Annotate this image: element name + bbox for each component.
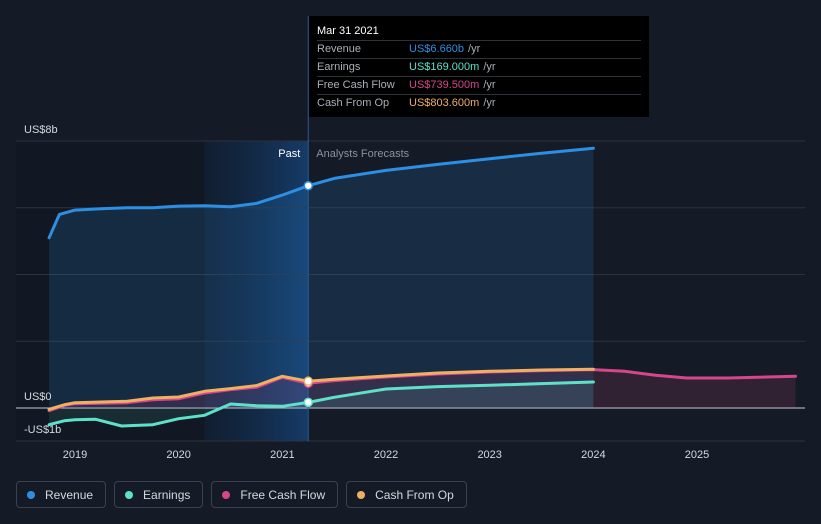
x-tick-label: 2020 (166, 449, 190, 461)
tooltip-row-revenue: Revenue US$6.660b /yr (317, 41, 641, 59)
revenue-marker-point (303, 180, 314, 191)
revenue-line (47, 146, 595, 240)
earnings-line (47, 380, 595, 428)
x-tick-label: 2024 (581, 449, 605, 461)
earnings-dot-icon (125, 490, 134, 499)
cfo-dot-icon (357, 490, 366, 499)
legend-revenue-toggle[interactable]: Revenue (16, 481, 107, 508)
tooltip-unit: /yr (483, 97, 496, 109)
tooltip-label: Cash From Op (317, 97, 390, 109)
legend-fcf-toggle[interactable]: Free Cash Flow (211, 481, 339, 508)
earnings-area (49, 382, 594, 426)
y-tick-label: US$0 (24, 391, 52, 403)
tooltip-value: US$803.600m (409, 97, 480, 109)
legend-label: Free Cash Flow (240, 487, 326, 502)
tooltip-label: Revenue (317, 43, 362, 55)
y-tick-label: -US$1b (24, 424, 61, 436)
tooltip-value: US$169.000m (409, 61, 480, 73)
x-tick-label: 2023 (477, 449, 501, 461)
tooltip-value: US$6.660b (409, 43, 465, 55)
x-tick-label: 2019 (63, 449, 87, 461)
x-tick-label: 2025 (685, 449, 709, 461)
forecast-label: Analysts Forecasts (316, 148, 409, 160)
legend-label: Revenue (45, 487, 94, 502)
cash-from-op-line (47, 367, 595, 411)
tooltip-unit: /yr (468, 43, 481, 55)
tooltip-unit: /yr (483, 61, 496, 73)
past-label: Past (278, 148, 300, 160)
tooltip-date: Mar 31 2021 (317, 23, 641, 41)
tooltip-row-earnings: Earnings US$169.000m /yr (317, 59, 641, 77)
tooltip-value: US$739.500m (409, 79, 480, 91)
x-tick-label: 2022 (374, 449, 398, 461)
legend-label: Earnings (143, 487, 191, 502)
legend: Revenue Earnings Free Cash Flow Cash Fro… (16, 481, 467, 508)
legend-label: Cash From Op (375, 487, 454, 502)
financials-chart: Past Analysts Forecasts US$8b US$0 -US$1b 201… (16, 16, 805, 461)
tooltip-label: Free Cash Flow (317, 79, 395, 91)
revenue-area (49, 148, 594, 409)
cash-from-op-marker-point (303, 376, 314, 386)
tooltip-label: Earnings (317, 61, 361, 73)
tooltip-row-fcf: Free Cash Flow US$739.500m /yr (317, 77, 641, 95)
free-cash-flow-area (49, 369, 796, 411)
tooltip-unit: /yr (483, 79, 496, 91)
x-tick-label: 2021 (270, 449, 294, 461)
legend-earnings-toggle[interactable]: Earnings (114, 481, 204, 508)
fcf-dot-icon (222, 490, 231, 499)
revenue-dot-icon (27, 490, 35, 499)
tooltip: Mar 31 2021 Revenue US$6.660b /yr Earnin… (309, 16, 649, 117)
legend-cfo-toggle[interactable]: Cash From Op (346, 481, 467, 508)
tooltip-row-cfo: Cash From Op US$803.600m /yr (317, 95, 641, 112)
y-tick-label: US$8b (24, 124, 58, 136)
earnings-marker-point (303, 397, 314, 408)
free-cash-flow-line (47, 368, 797, 413)
